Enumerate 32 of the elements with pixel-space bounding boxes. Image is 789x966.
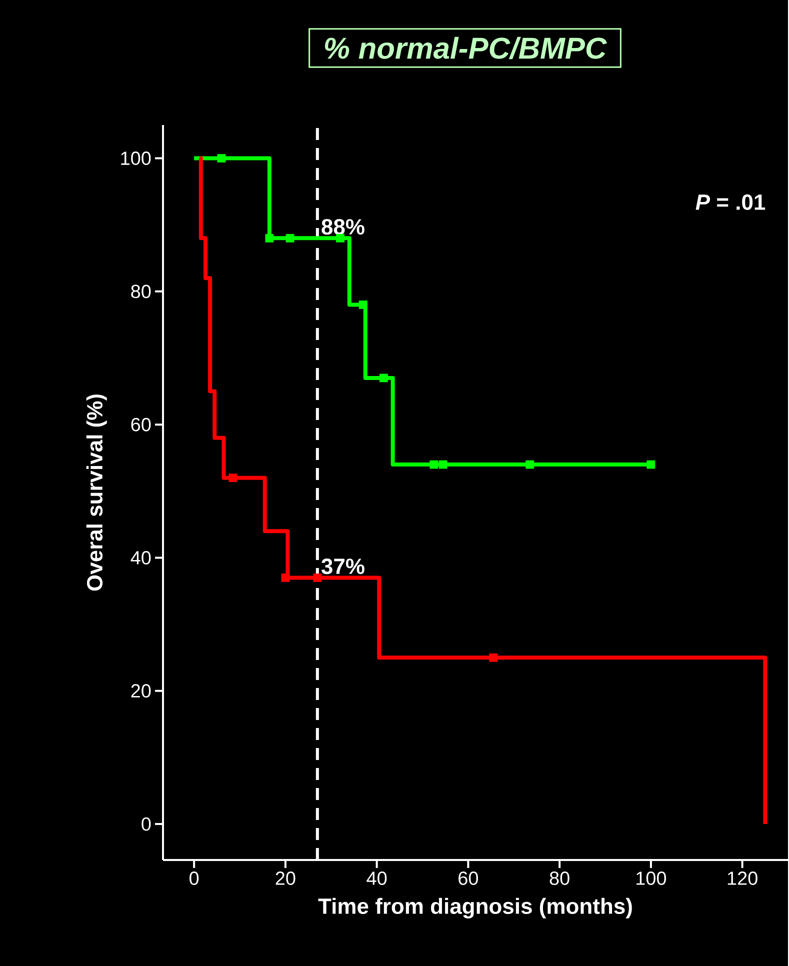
point — [313, 574, 322, 582]
y-tick-label: 40 — [130, 551, 151, 564]
x-axis-title: Time from diagnosis (months) — [318, 898, 632, 918]
chart-title: % normal-PC/BMPC — [324, 36, 607, 60]
x-tick-label: 20 — [276, 872, 296, 885]
point — [286, 234, 294, 242]
point — [430, 460, 438, 469]
point — [526, 460, 534, 469]
y-tick-label: 0 — [142, 817, 151, 831]
point — [438, 460, 448, 469]
point — [646, 460, 656, 469]
x-tick-label: 40 — [366, 872, 387, 885]
y-tick-label: 20 — [131, 684, 151, 698]
y-tick-label: 80 — [131, 284, 151, 298]
point — [217, 154, 226, 162]
x-tick-label: 60 — [458, 872, 478, 885]
y-axis-title: Overal survival (%) — [86, 394, 107, 591]
x-tick-label: 0 — [190, 872, 199, 885]
x-tick-label: 120 — [728, 872, 758, 885]
point — [281, 574, 290, 582]
point — [228, 474, 238, 482]
annotation: 88% — [322, 219, 364, 235]
annotation: 37% — [321, 558, 364, 574]
point — [358, 300, 368, 309]
annotation: P = .01 — [696, 194, 766, 210]
x-tick-label: 80 — [550, 872, 570, 885]
y-tick-label: 100 — [121, 152, 151, 166]
point — [265, 234, 274, 242]
point — [489, 653, 498, 662]
x-tick-label: 100 — [636, 872, 666, 885]
point — [379, 374, 388, 382]
y-tick-label: 60 — [131, 418, 151, 432]
